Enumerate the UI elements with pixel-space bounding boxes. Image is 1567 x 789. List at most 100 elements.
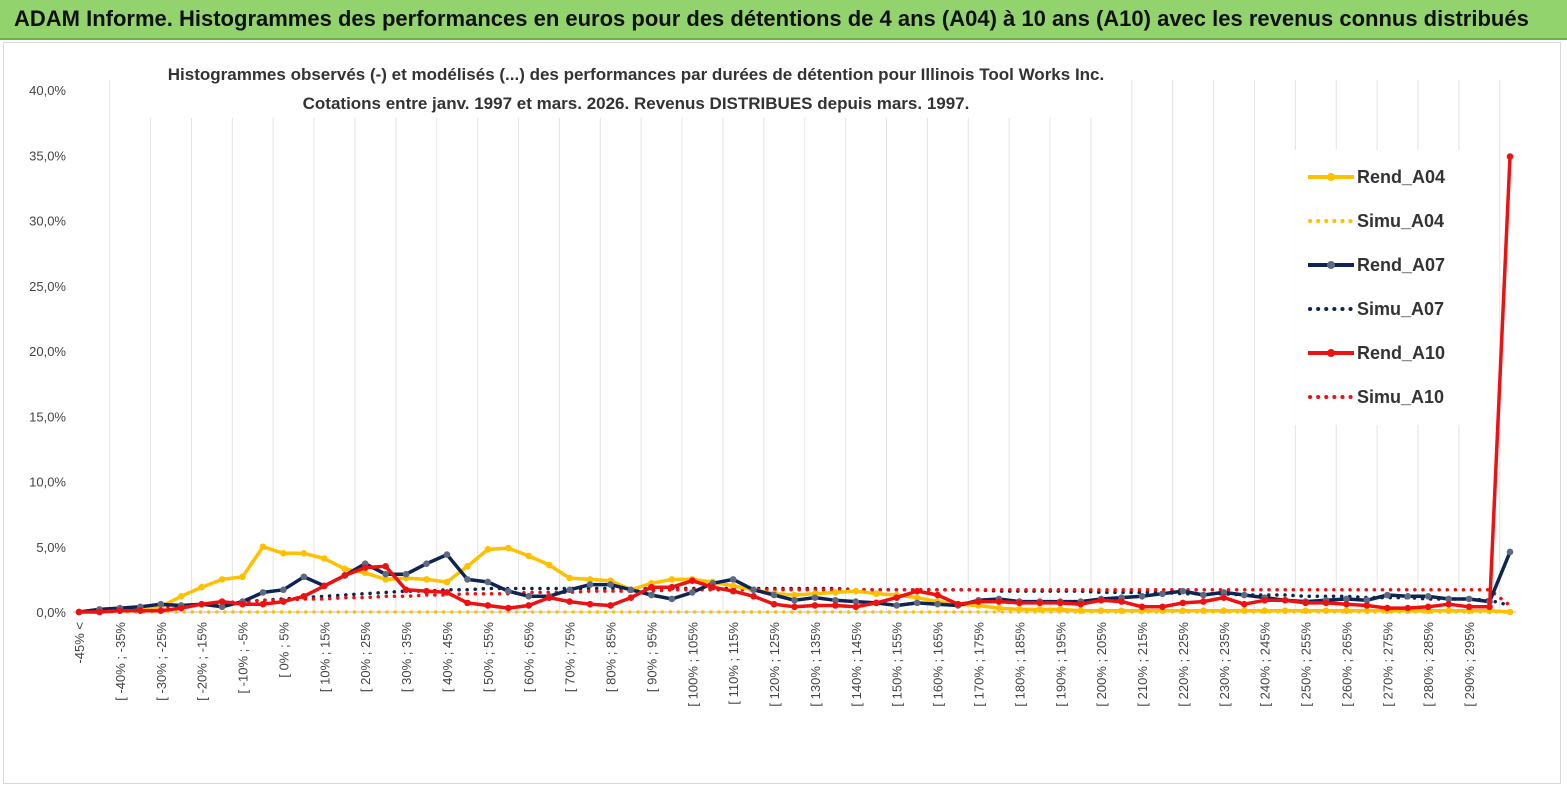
legend-marker [1327, 349, 1335, 357]
data-point [811, 602, 819, 609]
data-point [1056, 599, 1064, 607]
y-tick-label: 25,0% [29, 279, 66, 294]
x-tick-label: [ 0% ; 5% [276, 622, 291, 678]
legend-item: Simu_A07 [1308, 299, 1444, 319]
data-point [1343, 600, 1350, 608]
data-point [1220, 594, 1228, 601]
data-point [525, 593, 533, 600]
data-point [239, 573, 246, 581]
data-point [198, 583, 205, 591]
data-point [995, 598, 1003, 605]
legend-item: Rend_A10 [1308, 343, 1445, 363]
grid-lines [73, 80, 1516, 613]
x-tick-label: [ 260% ; 265% [1339, 622, 1354, 707]
x-tick-label: [ 130% ; 135% [808, 622, 823, 707]
data-point [1384, 604, 1391, 612]
data-point [1240, 600, 1248, 608]
data-point [484, 578, 492, 586]
data-point [300, 573, 308, 581]
x-tick-label: [ 250% ; 255% [1299, 622, 1314, 707]
data-point [157, 607, 165, 614]
legend-label: Simu_A10 [1357, 387, 1444, 407]
data-point [729, 576, 737, 583]
data-point [872, 599, 880, 607]
data-point [1200, 607, 1207, 614]
series-Rend_A10 [75, 153, 1514, 616]
data-point [464, 599, 471, 607]
data-point [934, 591, 941, 599]
data-point [852, 587, 860, 595]
data-point [832, 589, 839, 596]
x-tick-label: [ 230% ; 235% [1217, 622, 1232, 707]
x-tick-label: [ 210% ; 215% [1135, 622, 1150, 707]
x-tick-label: [ 240% ; 245% [1258, 622, 1273, 707]
data-point [770, 591, 778, 599]
data-point [954, 600, 962, 608]
legend-item: Simu_A04 [1308, 211, 1444, 231]
data-point [1077, 607, 1084, 614]
x-tick-label: [ 270% ; 275% [1380, 622, 1395, 707]
data-point [709, 583, 717, 591]
data-point [525, 602, 533, 609]
data-point [1465, 595, 1473, 603]
data-point [995, 604, 1003, 612]
x-tick-label: [ -30% ; -25% [154, 622, 169, 701]
x-tick-label: [ -10% ; -5% [236, 622, 251, 694]
data-point [1322, 607, 1330, 614]
data-point [218, 598, 226, 605]
data-point [1200, 591, 1207, 599]
title-backdrop [150, 60, 1125, 118]
data-point [361, 564, 369, 571]
data-point [1281, 607, 1289, 614]
data-point [688, 577, 696, 584]
data-point [1424, 593, 1432, 600]
x-tick-label: [ 60% ; 65% [522, 622, 537, 693]
data-point [750, 593, 757, 600]
data-point [1179, 599, 1187, 607]
data-point [137, 607, 144, 614]
data-point [505, 604, 512, 612]
data-point [688, 589, 696, 596]
x-tick-label: -45% < [72, 622, 87, 664]
y-tick-label: 0,0% [36, 605, 66, 620]
x-tick-label: [ 160% ; 165% [931, 622, 946, 707]
data-point [791, 591, 798, 599]
data-point [1302, 599, 1309, 607]
data-point [1445, 600, 1452, 608]
data-point [484, 602, 492, 609]
x-tick-label: [ 220% ; 225% [1176, 622, 1191, 707]
data-point [1097, 596, 1105, 604]
legend-label: Rend_A04 [1357, 167, 1445, 187]
report-header-banner: ADAM Informe. Histogrammes des performan… [0, 0, 1567, 40]
data-point [832, 596, 839, 604]
data-point [402, 586, 410, 594]
y-tick-label: 20,0% [29, 344, 66, 359]
data-point [893, 594, 901, 601]
data-point [75, 608, 83, 616]
data-point [464, 576, 471, 583]
chart-subtitle: Cotations entre janv. 1997 et mars. 2026… [303, 94, 970, 113]
data-point [1118, 598, 1125, 605]
data-point [1159, 603, 1166, 611]
data-point [1097, 607, 1105, 614]
data-point [464, 563, 471, 570]
data-point [259, 543, 267, 551]
legend-item: Rend_A04 [1308, 167, 1445, 187]
data-point [321, 582, 328, 590]
y-tick-label: 15,0% [29, 409, 66, 424]
data-point [300, 549, 308, 557]
x-tick-label: [ -20% ; -15% [195, 622, 210, 701]
x-tick-label: [ 110% ; 115% [726, 622, 741, 705]
data-point [586, 576, 594, 583]
data-point [341, 565, 349, 573]
x-tick-label: [ 100% ; 105% [685, 622, 700, 707]
data-point [443, 578, 451, 586]
data-point [239, 600, 246, 608]
data-point [1159, 590, 1166, 598]
legend: Rend_A04 Simu_A04 Rend_A07 Simu_A07 Rend_A10… [1295, 150, 1460, 425]
data-point [1322, 599, 1330, 607]
x-tick-label: [ 90% ; 95% [644, 622, 659, 693]
x-tick-label: [ 290% ; 295% [1462, 622, 1477, 707]
data-point [484, 546, 492, 553]
